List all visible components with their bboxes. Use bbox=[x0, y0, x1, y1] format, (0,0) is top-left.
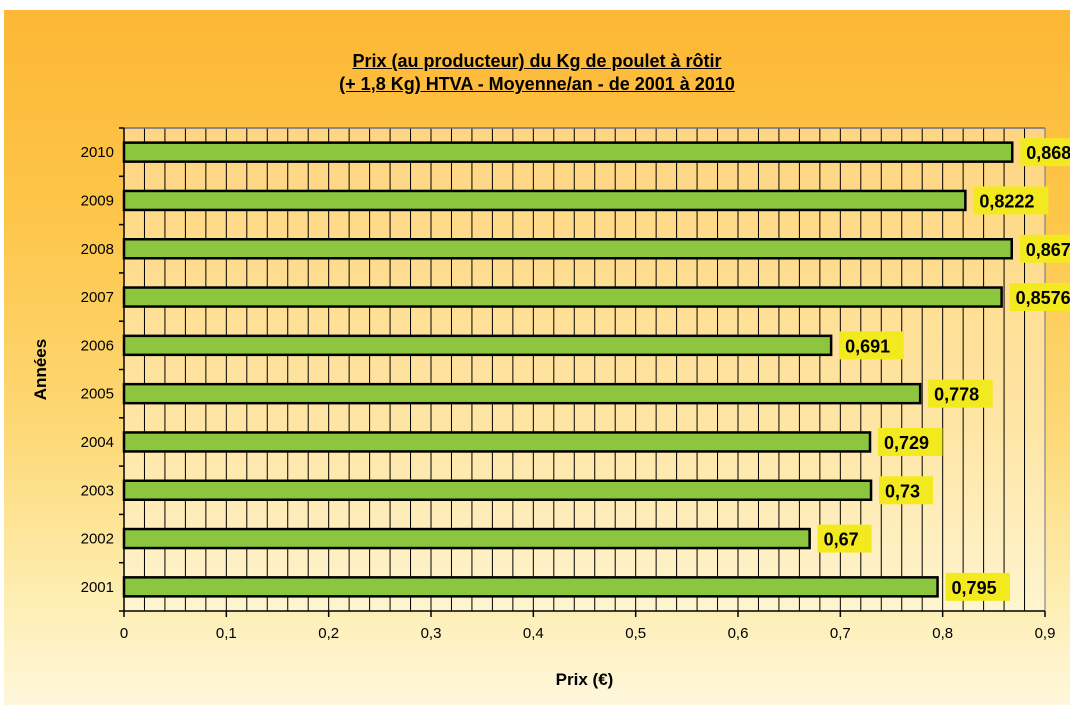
chart-title: Prix (au producteur) du Kg de poulet à r… bbox=[4, 50, 1070, 96]
data-label: 0,73 bbox=[885, 481, 920, 501]
data-label-box bbox=[878, 427, 943, 456]
data-label-box bbox=[1019, 234, 1070, 263]
x-tick-label: 0 bbox=[120, 625, 128, 642]
data-label: 0,67 bbox=[824, 530, 859, 550]
data-label-box bbox=[839, 331, 904, 360]
bar-2004 bbox=[122, 431, 872, 453]
data-label-box bbox=[1009, 283, 1070, 312]
bar-2009 bbox=[122, 189, 967, 212]
y-tick-label: 2003 bbox=[81, 482, 114, 499]
data-label: 0,8675 bbox=[1026, 240, 1070, 260]
data-label-box bbox=[1020, 138, 1070, 167]
data-label-box bbox=[928, 379, 993, 408]
x-axis-title: Prix (€) bbox=[556, 670, 614, 689]
y-tick-label: 2001 bbox=[81, 579, 114, 596]
data-label: 0,868 bbox=[1026, 143, 1070, 163]
bar-2001 bbox=[122, 576, 939, 598]
bar-2005 bbox=[122, 382, 922, 405]
y-axis-title: Années bbox=[31, 339, 50, 400]
chart-title-line2: (+ 1,8 Kg) HTVA - Moyenne/an - de 2001 à… bbox=[339, 74, 735, 94]
data-label-box bbox=[973, 186, 1049, 215]
bar-2008 bbox=[122, 238, 1013, 260]
y-tick-label: 2005 bbox=[81, 386, 114, 403]
x-tick-label: 0,9 bbox=[1035, 625, 1056, 642]
bar-2007 bbox=[122, 286, 1003, 308]
bar-2003 bbox=[122, 479, 873, 501]
data-label: 0,8576 bbox=[1016, 288, 1070, 308]
data-label: 0,691 bbox=[845, 336, 890, 356]
y-tick-label: 2006 bbox=[81, 337, 114, 354]
x-tick-label: 0,8 bbox=[932, 625, 953, 642]
data-label: 0,795 bbox=[952, 578, 997, 598]
data-label: 0,729 bbox=[884, 433, 929, 453]
y-tick-label: 2007 bbox=[81, 289, 114, 306]
y-tick-label: 2008 bbox=[81, 241, 114, 258]
x-tick-label: 0,3 bbox=[421, 625, 442, 642]
data-label: 0,778 bbox=[934, 385, 979, 405]
data-label-box bbox=[817, 524, 872, 553]
y-tick-label: 2009 bbox=[81, 192, 114, 209]
x-tick-label: 0,1 bbox=[216, 625, 237, 642]
chart-area: Prix (au producteur) du Kg de poulet à r… bbox=[4, 10, 1070, 705]
x-tick-label: 0,5 bbox=[625, 625, 646, 642]
x-tick-label: 0,4 bbox=[523, 625, 544, 642]
bar-2006 bbox=[122, 334, 833, 357]
data-label-box bbox=[945, 572, 1011, 601]
y-tick-label: 2004 bbox=[81, 434, 114, 451]
x-tick-label: 0,6 bbox=[728, 625, 749, 642]
data-label-box bbox=[879, 476, 934, 505]
x-tick-label: 0,7 bbox=[830, 625, 851, 642]
bar-2002 bbox=[122, 527, 811, 550]
bar-2010 bbox=[122, 141, 1014, 163]
y-tick-label: 2002 bbox=[81, 531, 114, 548]
y-tick-label: 2010 bbox=[81, 144, 114, 161]
x-tick-label: 0,2 bbox=[318, 625, 339, 642]
data-label: 0,8222 bbox=[979, 191, 1034, 211]
bar-chart: 0 0,1 0,2 0,3 0,4 0,5 0,6 0,7 0,8 0,9 2001 0,795 200… bbox=[31, 127, 1070, 689]
chart-title-line1: Prix (au producteur) du Kg de poulet à r… bbox=[352, 51, 722, 71]
